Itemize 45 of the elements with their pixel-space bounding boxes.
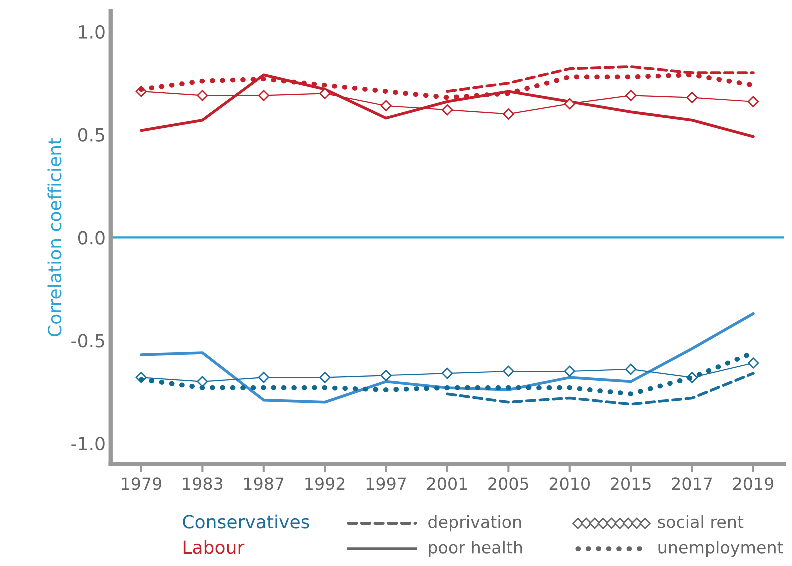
- point: [442, 368, 454, 380]
- y-tick-label: -1.0: [72, 436, 105, 451]
- point: [380, 100, 392, 112]
- text: deprivation: [428, 515, 522, 532]
- y-axis-title: Correlation coefficient: [48, 138, 62, 337]
- point: [197, 376, 208, 388]
- x-tick-label: 1987: [244, 478, 284, 490]
- point: [258, 372, 270, 384]
- point: [686, 92, 698, 104]
- x-tick-label: 1979: [122, 478, 162, 490]
- text: Conservatives: [183, 514, 310, 529]
- x-tick-label: 2015: [611, 478, 651, 490]
- x-tick-label: 2001: [427, 478, 468, 490]
- x-tick-label: 2017: [672, 478, 712, 490]
- point: [625, 364, 637, 376]
- point: [442, 104, 454, 116]
- y-tick-label: 1.0: [79, 25, 105, 40]
- x-tick-label: 2019: [733, 478, 774, 490]
- point: [625, 90, 637, 102]
- x-tick-label: 2010: [550, 478, 590, 490]
- point: [748, 96, 760, 108]
- line-series: [140, 74, 755, 138]
- y-tick-label: 0.5: [78, 128, 104, 142]
- text: unemployment: [658, 540, 784, 558]
- point: [503, 108, 514, 120]
- text: poor health: [429, 540, 522, 558]
- point: [319, 372, 331, 384]
- x-tick-label: 1992: [306, 478, 345, 490]
- line-series: [446, 372, 755, 406]
- point: [319, 88, 331, 100]
- point: [197, 90, 208, 102]
- text: Labour: [184, 540, 245, 554]
- x-tick-label: 2005: [488, 478, 528, 490]
- point: [503, 366, 514, 378]
- point: [258, 90, 270, 102]
- point: [748, 358, 760, 369]
- text: social rent: [658, 515, 744, 528]
- point: [564, 98, 576, 110]
- point: [380, 370, 392, 382]
- point: [564, 366, 576, 378]
- y-tick-label: 0.0: [78, 231, 105, 245]
- line-series: [140, 312, 755, 404]
- y-tick-label: -0.5: [72, 334, 104, 348]
- x-tick-label: 1983: [183, 478, 223, 490]
- x-tick-label: 1997: [366, 478, 406, 490]
